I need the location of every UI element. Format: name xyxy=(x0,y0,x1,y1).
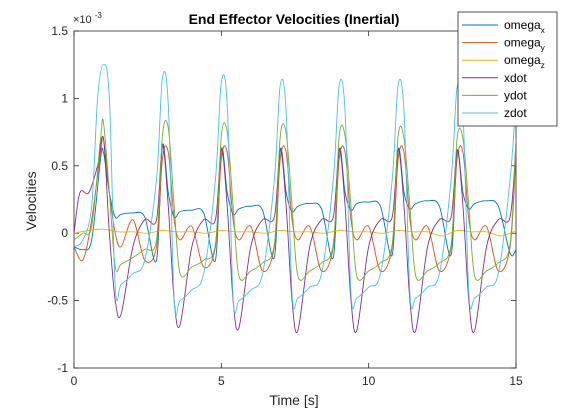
legend-entry-label: xdot xyxy=(504,71,527,85)
series-line-ydot xyxy=(74,118,516,281)
legend-entry-label: omegay xyxy=(504,36,545,53)
y-tick-label: 1 xyxy=(61,91,68,105)
axes-box xyxy=(73,30,517,369)
legend-entry-label: omegax xyxy=(504,18,545,35)
y-tick-label: 0 xyxy=(61,226,68,240)
x-tick-label: 0 xyxy=(71,374,78,388)
series-line-xdot xyxy=(74,135,516,333)
x-tick-label: 15 xyxy=(509,374,523,388)
y-exponent-power: -3 xyxy=(95,11,103,20)
y-exponent-base: ×10 xyxy=(73,14,92,26)
y-tick-label: 1.5 xyxy=(51,24,68,38)
y-axis-exponent: ×10 -3 xyxy=(73,11,102,26)
x-tick-label: 10 xyxy=(362,374,376,388)
plot-area: 0 5 10 15 -1 -0.5 0 0.5 1 1.5 xyxy=(47,24,523,388)
legend-entry-label: zdot xyxy=(504,106,527,120)
y-tick-label: -1 xyxy=(57,361,68,375)
y-tick-label: -0.5 xyxy=(47,294,68,308)
y-axis-label: Velocities xyxy=(23,171,39,230)
legend-box xyxy=(457,11,558,127)
series-group xyxy=(74,64,516,333)
legend-entry-label: omegaz xyxy=(504,53,545,70)
legend-entry-label: ydot xyxy=(504,88,527,102)
y-tick-label: 0.5 xyxy=(51,159,68,173)
x-tick-label: 5 xyxy=(218,374,225,388)
series-line-omega-z xyxy=(74,228,516,237)
chart-title: End Effector Velocities (Inertial) xyxy=(189,11,400,27)
series-line-zdot xyxy=(74,64,516,316)
x-axis-label: Time [s] xyxy=(269,392,318,408)
